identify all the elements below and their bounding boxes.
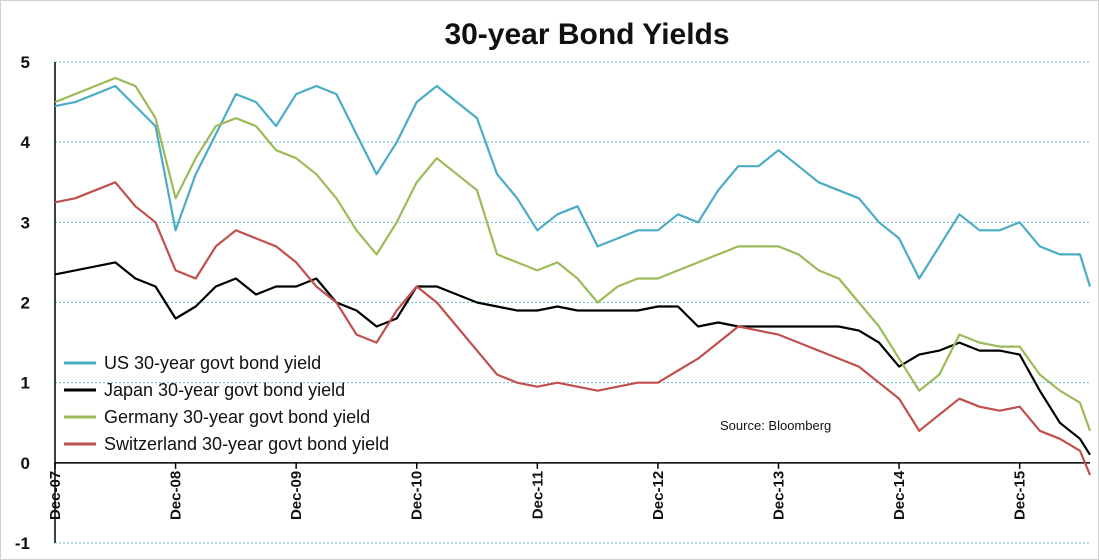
series-line-japan [54, 261, 1091, 456]
series-line-us [54, 84, 1092, 287]
x-tick-label: Dec-13 [770, 471, 787, 520]
legend-label-japan: Japan 30-year govt bond yield [104, 380, 345, 400]
x-tick-label: Dec-09 [288, 471, 305, 520]
x-tick-label: Dec-07 [47, 471, 64, 520]
y-tick-label: 4 [21, 133, 31, 152]
y-tick-label: 0 [21, 454, 30, 473]
legend-label-germany: Germany 30-year govt bond yield [104, 407, 370, 427]
y-tick-label: 2 [21, 294, 30, 313]
chart-title: 30-year Bond Yields [444, 18, 729, 51]
y-tick-label: 1 [21, 374, 30, 393]
series-line-germany [54, 76, 1092, 432]
y-tick-label: 5 [21, 53, 30, 72]
legend-label-us: US 30-year govt bond yield [104, 353, 321, 373]
legend: US 30-year govt bond yield Japan 30-year … [64, 353, 389, 454]
x-tick-label: Dec-12 [650, 471, 667, 520]
x-tick-label: Dec-15 [1012, 471, 1029, 520]
legend-label-switzerland: Switzerland 30-year govt bond yield [104, 434, 389, 454]
series-lines [54, 76, 1092, 476]
x-axis: Dec-07 Dec-08 Dec-09 Dec-10 Dec-11 Dec-12 Dec-… [47, 62, 1090, 543]
source-note: Source: Bloomberg [720, 418, 831, 433]
series-line-switzerland [54, 181, 1092, 476]
x-tick-label: Dec-10 [409, 471, 426, 520]
x-tick-label: Dec-08 [168, 471, 185, 520]
y-tick-label: 3 [21, 213, 30, 232]
y-tick-label: -1 [15, 534, 30, 553]
x-tick-label: Dec-11 [529, 471, 546, 519]
x-tick-label: Dec-14 [891, 470, 908, 520]
y-axis-ticks: -1 0 1 2 3 4 5 [15, 53, 31, 553]
